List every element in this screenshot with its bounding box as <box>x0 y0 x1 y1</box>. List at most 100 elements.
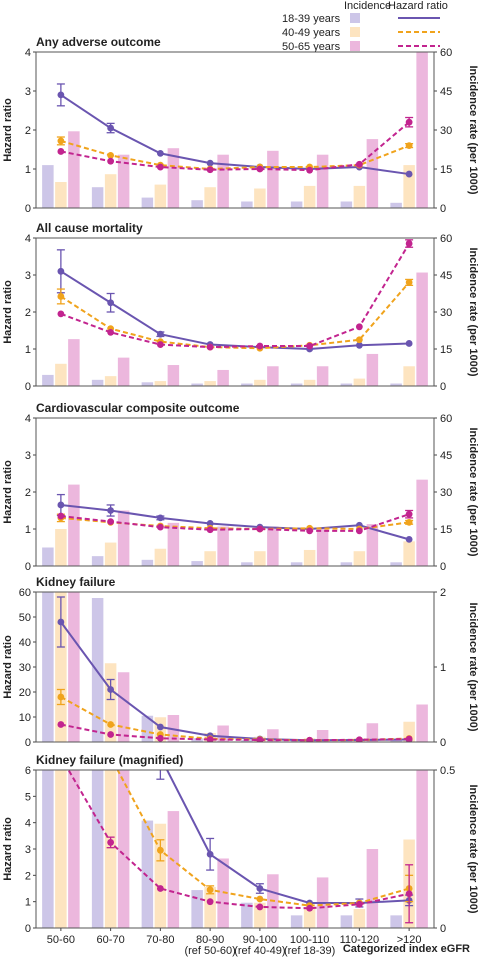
bar-4-1-3 <box>204 886 216 928</box>
bar-1-2-1 <box>117 357 130 386</box>
bar-1-0-5 <box>290 383 303 386</box>
y2-axis-label-4: Incidence rate (per 1000) <box>467 784 479 913</box>
y2-tick-label-0-2: 30 <box>440 125 452 137</box>
point-4-2-2 <box>156 885 164 892</box>
y-tick-label-1-4: 4 <box>25 233 31 245</box>
panel-0: Any adverse outcome Hazard ratio Incidence… <box>2 35 479 215</box>
bar-2-2-3 <box>217 526 229 566</box>
y-axis-label-3: Hazard ratio <box>2 635 14 699</box>
y-tick-label-3-2: 20 <box>19 687 31 699</box>
bar-2-0-7 <box>390 562 402 566</box>
bar-0-0-3 <box>191 200 203 208</box>
point-3-2-4 <box>256 736 264 742</box>
y-tick-label-2-3: 3 <box>25 450 31 462</box>
y-tick-label-3-5: 50 <box>19 612 31 624</box>
point-0-2-6 <box>355 160 363 168</box>
point-0-2-5 <box>306 166 314 174</box>
y-tick-label-4-5: 5 <box>25 791 31 803</box>
x-axis: 50-60 60-70 70-80 80-90(ref 50-60)90-100(re… <box>47 928 422 957</box>
panel-title-1: All cause mortality <box>36 221 143 235</box>
legend-bar-swatch-2 <box>350 41 360 51</box>
bar-3-2-5 <box>316 730 329 742</box>
bar-3-1-7 <box>403 721 415 742</box>
y-tick-label-4-2: 2 <box>25 870 31 882</box>
y-tick-label-4-3: 3 <box>25 844 31 856</box>
legend-label-2: 50-65 years <box>282 41 341 53</box>
y-axis-label-2: Hazard ratio <box>2 460 14 524</box>
point-0-1-1 <box>107 151 115 159</box>
point-0-2-4 <box>256 165 264 173</box>
plot-area-0 <box>42 52 428 208</box>
bar-4-2-6 <box>366 849 379 928</box>
y2-tick-label-1-2: 30 <box>440 307 452 319</box>
y-tick-label-3-0: 0 <box>25 737 31 749</box>
bar-0-0-2 <box>141 197 154 208</box>
y-tick-label-0-4: 4 <box>25 47 31 59</box>
point-2-2-0 <box>57 512 65 520</box>
bar-0-2-6 <box>366 139 379 208</box>
point-4-0-4 <box>256 885 264 892</box>
point-3-0-2 <box>156 723 164 731</box>
bar-0-2-4 <box>267 150 279 208</box>
y-tick-label-4-6: 6 <box>25 765 31 777</box>
panel-2: Cardiovascular composite outcome Hazard r… <box>2 401 479 573</box>
bar-1-0-3 <box>191 383 203 386</box>
y-tick-label-3-1: 10 <box>19 712 31 724</box>
y2-tick-label-1-1: 15 <box>440 344 452 356</box>
point-0-0-7 <box>405 170 413 178</box>
bar-2-1-5 <box>303 549 316 566</box>
bar-3-2-7 <box>416 704 428 742</box>
panel-1: All cause mortality Hazard ratio Incidence… <box>2 221 479 393</box>
point-2-0-7 <box>405 535 413 543</box>
point-3-2-2 <box>156 734 164 742</box>
plot-area-4 <box>42 770 428 928</box>
point-3-2-1 <box>107 731 115 738</box>
point-1-1-7 <box>405 279 413 286</box>
y2-tick-label-0-3: 45 <box>440 86 452 98</box>
bar-0-0-6 <box>340 201 353 208</box>
bar-4-0-1 <box>91 770 104 928</box>
bar-1-0-7 <box>390 383 402 386</box>
bar-2-1-0 <box>55 529 67 566</box>
bar-1-1-4 <box>254 379 266 386</box>
bar-4-0-0 <box>42 770 54 928</box>
y2-tick-label-1-3: 45 <box>440 270 452 282</box>
y2-tick-label-3-0: 0 <box>440 737 446 749</box>
point-1-0-2 <box>156 330 164 338</box>
bar-4-0-6 <box>340 915 353 928</box>
bar-1-1-3 <box>204 381 216 386</box>
y-tick-label-1-3: 3 <box>25 270 31 282</box>
panel-3: Kidney failure Hazard ratio Incidence rate… <box>2 575 479 749</box>
bar-4-1-5 <box>303 909 316 928</box>
y2-tick-label-2-0: 0 <box>440 561 446 573</box>
point-4-2-5 <box>306 904 314 912</box>
bar-3-2-4 <box>267 729 279 742</box>
bar-2-1-6 <box>353 551 366 566</box>
y-tick-label-4-1: 1 <box>25 897 31 909</box>
point-3-0-0 <box>57 618 65 626</box>
y2-axis-label-1: Incidence rate (per 1000) <box>467 247 479 376</box>
bar-2-1-1 <box>104 542 117 566</box>
bar-4-0-7 <box>390 915 402 928</box>
x-tick-sublabel-5: (ref 18-39) <box>284 945 335 957</box>
y-tick-label-0-0: 0 <box>25 203 31 215</box>
bar-3-0-5 <box>290 740 303 742</box>
bar-4-1-6 <box>353 909 366 928</box>
bar-4-1-4 <box>254 902 266 928</box>
series-line-0-1 <box>60 139 410 171</box>
bar-0-1-3 <box>204 187 216 208</box>
bar-0-1-0 <box>55 182 67 208</box>
bar-2-0-2 <box>141 559 154 566</box>
series-line-2-2 <box>60 513 410 532</box>
point-2-1-7 <box>405 518 413 526</box>
bar-0-1-1 <box>104 174 117 208</box>
bar-4-1-1 <box>104 770 117 928</box>
bar-1-0-1 <box>91 379 104 386</box>
y-tick-label-4-4: 4 <box>25 818 31 830</box>
point-3-2-5 <box>306 736 314 742</box>
point-3-1-0 <box>57 693 65 701</box>
bar-0-0-1 <box>91 187 104 208</box>
point-2-2-5 <box>306 527 314 535</box>
bar-3-2-0 <box>68 592 80 742</box>
